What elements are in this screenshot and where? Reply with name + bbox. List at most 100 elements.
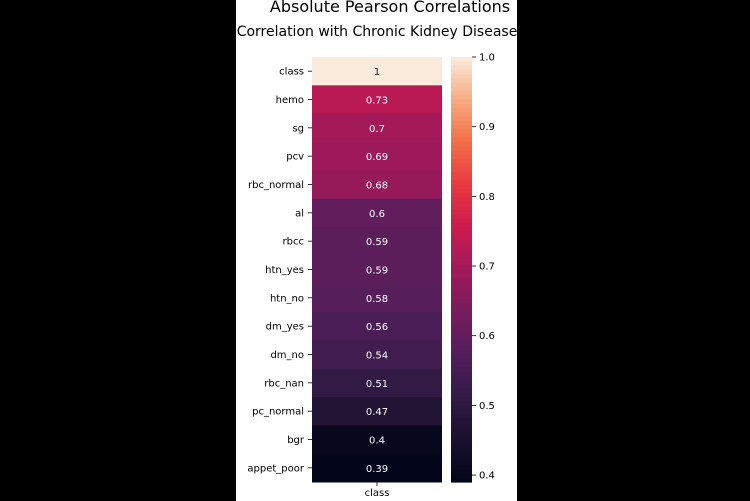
column-labels: class xyxy=(365,482,390,499)
colorbar-segment xyxy=(451,146,472,152)
row-label-dm_no: dm_no xyxy=(270,350,304,361)
colorbar-segment xyxy=(451,401,472,407)
colorbar-segment xyxy=(451,99,472,105)
colorbar-segment xyxy=(451,252,472,258)
colorbar-segment xyxy=(451,375,472,381)
colorbar-segment xyxy=(451,341,472,347)
colorbar-segment xyxy=(451,125,472,130)
row-label-sg: sg xyxy=(292,123,304,134)
cell-value-label: 0.7 xyxy=(369,124,385,135)
colorbar-segment xyxy=(451,388,472,394)
colorbar-segment xyxy=(451,465,472,470)
colorbar-segment xyxy=(451,337,472,343)
colorbar-segment xyxy=(451,120,472,126)
colorbar-segment xyxy=(451,214,472,220)
colorbar-segment xyxy=(451,91,472,96)
colorbar-segment xyxy=(451,222,472,228)
heatmap-cell-appet_poor xyxy=(312,453,442,483)
row-label-rbc_nan: rbc_nan xyxy=(264,378,304,389)
colorbar-segment xyxy=(451,69,472,75)
colorbar-segment xyxy=(451,82,472,88)
colorbar-segment xyxy=(451,312,472,317)
colorbar-tick-label: 0.5 xyxy=(479,401,495,412)
colorbar-segment xyxy=(451,418,472,424)
colorbar-segment xyxy=(451,414,472,419)
colorbar-segment xyxy=(451,363,472,368)
colorbar-segment xyxy=(451,273,472,279)
heatmap-cell-hemo xyxy=(312,85,442,115)
colorbar-segment xyxy=(451,261,472,266)
colorbar-segment xyxy=(451,324,472,330)
cell-value-label: 0.6 xyxy=(369,209,385,220)
cell-value-label: 1 xyxy=(374,67,380,78)
colorbar-segment xyxy=(451,333,472,339)
colorbar-segment xyxy=(451,435,472,441)
heatmap-cell-rbc_nan xyxy=(312,368,442,398)
colorbar-segment xyxy=(451,235,472,241)
colorbar-segment xyxy=(451,184,472,190)
row-label-htn_yes: htn_yes xyxy=(265,265,304,276)
colorbar-segment xyxy=(451,171,472,177)
colorbar-segment xyxy=(451,460,472,466)
colorbar-segment xyxy=(451,431,472,436)
colorbar-segment xyxy=(451,218,472,224)
column-label-class: class xyxy=(365,488,390,499)
cell-value-label: 0.73 xyxy=(366,96,388,107)
row-label-hemo: hemo xyxy=(276,95,304,106)
colorbar-segment xyxy=(451,354,472,360)
colorbar-segment xyxy=(451,57,472,62)
row-label-rbc_normal: rbc_normal xyxy=(248,180,304,191)
row-label-pc_normal: pc_normal xyxy=(252,407,304,418)
heatmap-cell-pc_normal xyxy=(312,397,442,426)
colorbar-segment xyxy=(451,299,472,305)
colorbar-segment xyxy=(451,350,472,356)
colorbar-tick-label: 1.0 xyxy=(479,53,495,64)
colorbar-segment xyxy=(451,137,472,143)
colorbar-segment xyxy=(451,129,472,135)
colorbar-segment xyxy=(451,452,472,458)
colorbar-segment xyxy=(451,405,472,411)
colorbar-segment xyxy=(451,65,472,71)
colorbar-segment xyxy=(451,74,472,79)
colorbar-segment xyxy=(451,303,472,309)
colorbar-segment xyxy=(451,286,472,292)
colorbar-segment xyxy=(451,384,472,390)
colorbar-segment xyxy=(451,116,472,122)
chart-title: Absolute Pearson Correlations xyxy=(270,0,510,16)
colorbar-segment xyxy=(451,380,472,385)
colorbar-tick-label: 0.4 xyxy=(479,471,495,482)
colorbar-segment xyxy=(451,197,472,203)
cell-value-label: 0.59 xyxy=(366,237,388,248)
colorbar-segment xyxy=(451,282,472,288)
colorbar-segment xyxy=(451,210,472,215)
colorbar-segment xyxy=(451,103,472,109)
colorbar-segment xyxy=(451,456,472,462)
row-label-rbcc: rbcc xyxy=(283,237,304,248)
colorbar-segment xyxy=(451,239,472,245)
colorbar-segment xyxy=(451,176,472,181)
heatmap-cell-htn_yes xyxy=(312,255,442,285)
colorbar-segment xyxy=(451,367,472,373)
colorbar-tick-label: 0.7 xyxy=(479,262,495,273)
cell-value-label: 0.58 xyxy=(366,294,388,305)
colorbar-segment xyxy=(451,154,472,160)
colorbar-segment xyxy=(451,180,472,186)
heatmap-cell-pcv xyxy=(312,142,442,171)
heatmap-cell-sg xyxy=(312,113,442,143)
colorbar-segment xyxy=(451,346,472,351)
row-label-appet_poor: appet_poor xyxy=(247,463,304,474)
colorbar-segment xyxy=(451,269,472,275)
colorbar-segment xyxy=(451,448,472,453)
colorbar-segment xyxy=(451,167,472,173)
heatmap-cells: 1 0.73 0.7 0.69 0.68 0.6 0.59 0.59 0.58 0.56 0.54 0… xyxy=(312,57,442,483)
colorbar-tick-label: 0.9 xyxy=(479,122,495,133)
colorbar: 1.0 0.9 0.8 0.7 0.6 0.5 0.4 xyxy=(451,53,495,483)
colorbar-segment xyxy=(451,439,472,445)
colorbar-segment xyxy=(451,205,472,211)
colorbar-segment xyxy=(451,150,472,156)
row-label-dm_yes: dm_yes xyxy=(266,322,304,333)
row-label-pcv: pcv xyxy=(286,152,304,163)
colorbar-segment xyxy=(451,371,472,377)
cell-value-label: 0.59 xyxy=(366,266,388,277)
